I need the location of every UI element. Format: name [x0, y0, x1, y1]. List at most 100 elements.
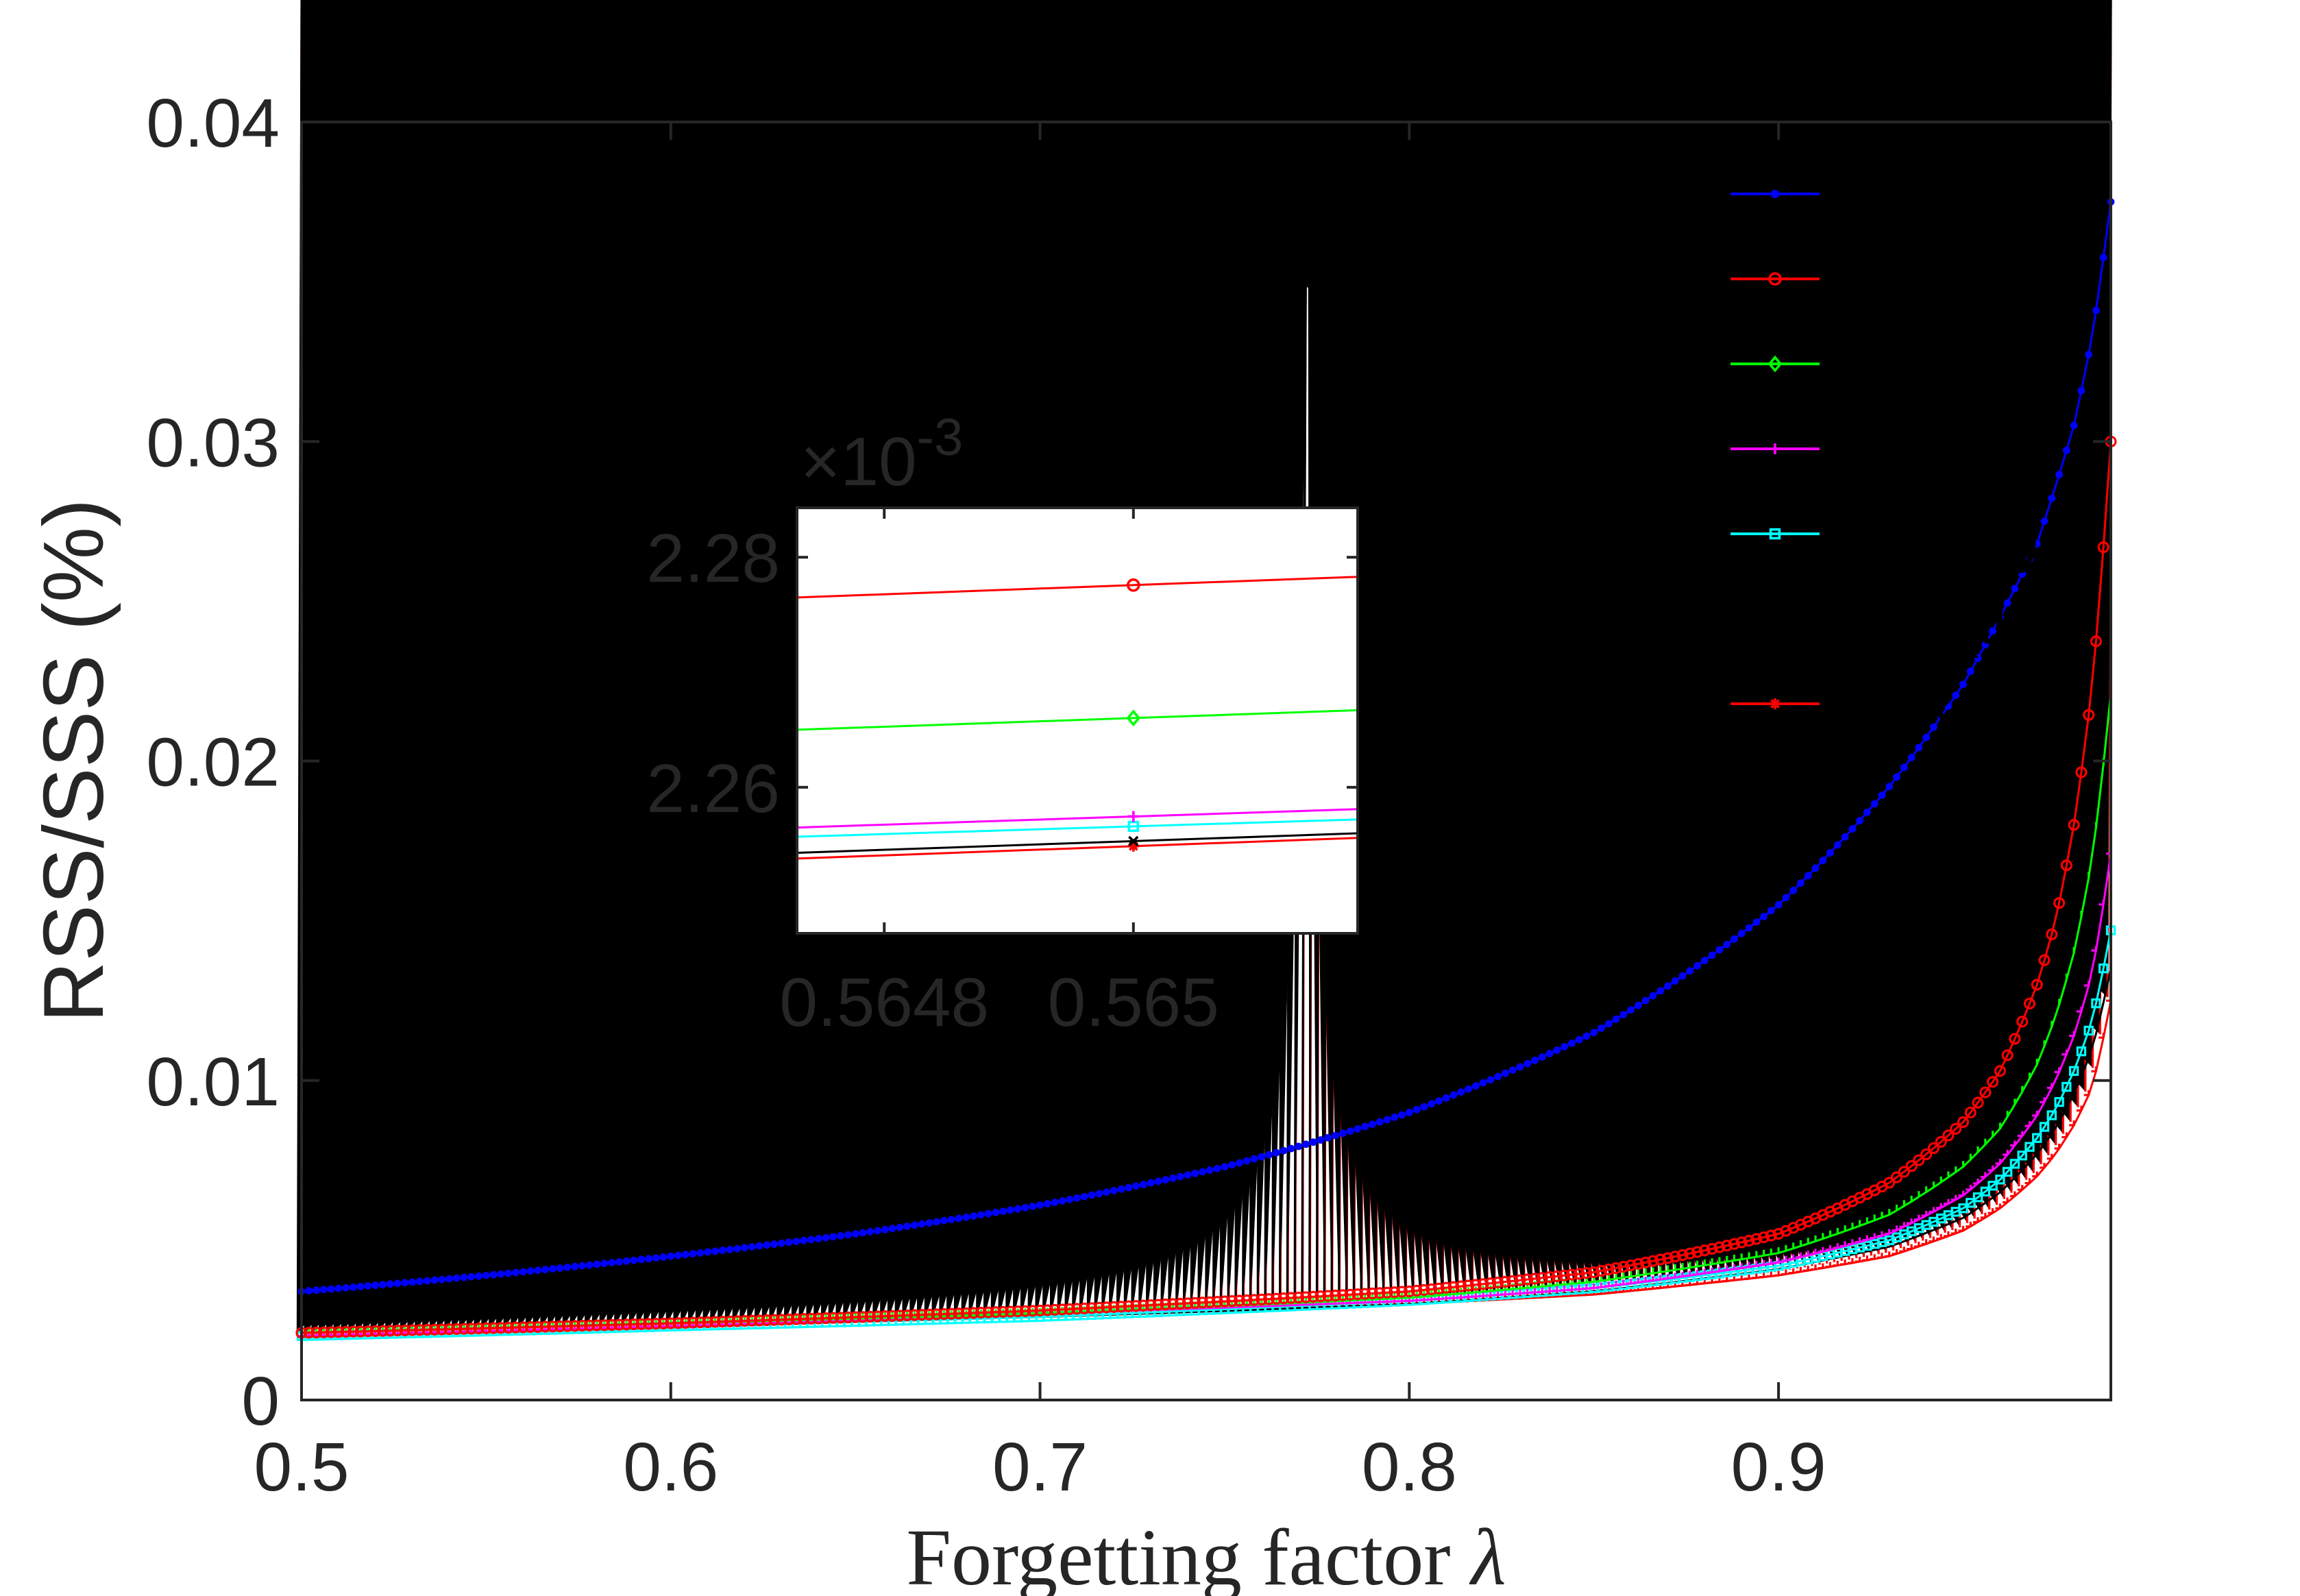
data-point-tar-5-101 [1043, 1200, 1051, 1207]
data-point-tar-5-34 [549, 1265, 556, 1273]
data-point-tar-5-161 [1487, 1076, 1495, 1083]
data-point-tar-5-127 [1236, 1159, 1243, 1167]
data-point-tar-5-199 [1767, 907, 1775, 915]
data-point-tar-5-121 [1191, 1169, 1199, 1177]
data-point-tar-6-156 [1447, 1281, 1460, 1293]
data-point-tar-5-3 [319, 1286, 328, 1294]
legend-item-tar-8: TAR(8) [1730, 412, 2040, 489]
data-point-tar-5-88 [947, 1216, 955, 1223]
data-point-tar-8-224 [1950, 1194, 1957, 1201]
data-point-tar-6-178 [1610, 1262, 1622, 1275]
data-point-tar-8-226 [1966, 1184, 1972, 1191]
series-tar-5 [297, 198, 2115, 1295]
data-point-tar-9-231 [2002, 1166, 2013, 1177]
data-point-tar-5-132 [1273, 1149, 1280, 1157]
data-point-tar-5-235 [2033, 540, 2041, 548]
legend-item-tar-7: TAR(7) [1730, 327, 2040, 404]
data-point-tar-6-167 [1528, 1273, 1541, 1285]
data-point-tar-5-135 [1295, 1142, 1303, 1151]
data-point-tar-6-43 [613, 1318, 625, 1331]
legend-label-tar-9: TAR(9) [1824, 497, 2040, 574]
data-point-tar-8-222 [1936, 1203, 1942, 1210]
data-point-tar-8-194 [1729, 1264, 1735, 1270]
data-point-tar-8-221 [1929, 1207, 1935, 1213]
data-point-tar-5-61 [748, 1243, 756, 1251]
data-point-tar-6-236 [2038, 954, 2051, 966]
data-point-tar-5-42 [608, 1259, 615, 1266]
series-line-tar-6 [301, 441, 2112, 1334]
data-point-tar-6-187 [1676, 1249, 1689, 1262]
data-point-tar-8-179 [1618, 1279, 1625, 1286]
data-point-tar-6-84 [916, 1309, 928, 1321]
legend-label-tar-7: TAR(7) [1824, 327, 2040, 404]
data-point-tar-5-230 [1996, 613, 2004, 621]
data-point-tar-6-97 [1012, 1305, 1024, 1318]
data-point-tar-5-13 [393, 1279, 402, 1288]
data-point-tar-5-77 [866, 1228, 874, 1236]
data-point-tar-6-237 [2046, 928, 2058, 940]
data-point-tar-5-91 [970, 1212, 977, 1220]
data-point-tar-5-57 [718, 1247, 726, 1254]
main-x-ticks [300, 122, 1781, 1400]
data-point-tar-9-235 [2032, 1133, 2042, 1143]
data-point-tar-8-195 [1737, 1263, 1743, 1270]
data-point-tar-6-61 [746, 1314, 758, 1327]
data-point-tar-6-140 [1330, 1289, 1342, 1302]
data-point-tar-5-210 [1848, 825, 1857, 833]
data-point-tar-5-6 [342, 1284, 350, 1292]
data-point-tar-5-103 [1058, 1197, 1066, 1205]
data-point-tar-6-67 [790, 1313, 803, 1325]
data-point-tar-6-241 [2075, 766, 2088, 778]
data-point-tar-5-123 [1206, 1166, 1214, 1174]
data-point-tar-5-120 [1184, 1171, 1192, 1179]
data-point-tar-5-209 [1841, 833, 1849, 841]
data-point-tar-6-125 [1219, 1295, 1231, 1308]
data-point-tar-6-46 [635, 1318, 648, 1330]
data-point-tar-6-169 [1543, 1271, 1556, 1284]
data-point-tar-5-41 [600, 1260, 609, 1268]
data-point-tar-6-73 [835, 1312, 847, 1324]
data-point-tar-5-166 [1524, 1059, 1532, 1068]
data-point-tar-6-153 [1426, 1283, 1438, 1295]
data-point-tar-5-168 [1538, 1053, 1546, 1061]
data-point-tar-8-206 [1818, 1247, 1824, 1253]
legend-marker-tar-6 [1768, 272, 1782, 286]
data-point-tar-9-228 [1980, 1186, 1990, 1196]
data-point-tar-5-184 [1656, 987, 1665, 995]
data-point-tar-8-176 [1596, 1282, 1603, 1289]
series-tar-6 [295, 435, 2117, 1339]
data-point-tar-5-219 [1915, 744, 1923, 752]
data-point-tar-6-2 [310, 1327, 323, 1339]
data-point-tar-6-25 [480, 1322, 492, 1334]
data-point-tar-5-176 [1598, 1024, 1605, 1032]
data-point-tar-6-220 [1920, 1148, 1933, 1160]
data-point-tar-6-182 [1639, 1256, 1652, 1268]
data-point-tar-5-178 [1612, 1015, 1620, 1023]
data-point-tar-6-7 [347, 1325, 359, 1338]
data-point-tar-6-38 [576, 1320, 589, 1332]
data-point-tar-5-43 [615, 1258, 623, 1266]
data-point-tar-5-80 [888, 1225, 896, 1233]
data-point-tar-6-159 [1469, 1279, 1482, 1291]
data-point-tar-5-49 [659, 1253, 668, 1261]
data-point-tar-6-39 [583, 1319, 596, 1331]
data-point-tar-5-62 [755, 1242, 763, 1250]
data-point-tar-5-158 [1465, 1085, 1472, 1093]
data-point-tar-6-53 [687, 1316, 699, 1329]
data-point-tar-6-185 [1661, 1252, 1674, 1264]
data-point-tar-6-75 [849, 1311, 861, 1323]
x-tick-label-1: 0.6 [623, 1429, 718, 1506]
data-point-tar-6-134 [1285, 1292, 1297, 1304]
data-point-tar-5-151 [1412, 1105, 1421, 1114]
data-point-tar-6-47 [642, 1318, 654, 1330]
data-point-tar-6-189 [1691, 1246, 1704, 1258]
data-point-tar-5-25 [482, 1271, 490, 1279]
data-point-tar-6-101 [1041, 1304, 1053, 1316]
inset-axes-box [796, 506, 1359, 935]
data-point-tar-6-143 [1351, 1288, 1364, 1301]
data-point-tar-6-176 [1595, 1264, 1608, 1277]
data-point-tar-5-243 [2092, 306, 2100, 315]
data-point-tar-6-115 [1145, 1299, 1157, 1312]
data-point-tar-10-245 [969, 1, 2111, 969]
data-point-tar-6-81 [894, 1310, 906, 1322]
